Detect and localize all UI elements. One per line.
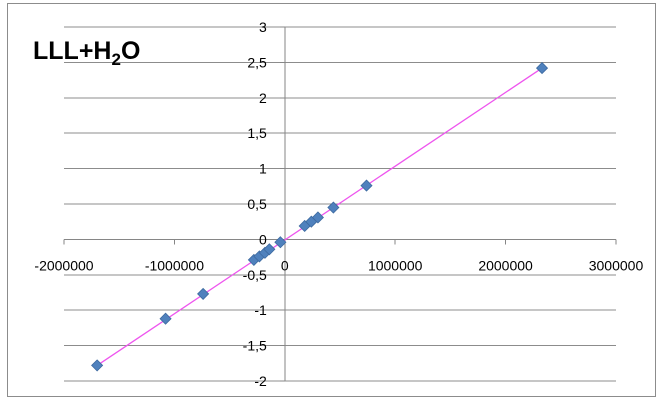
data-point xyxy=(327,201,340,214)
x-tick-label: 0 xyxy=(281,257,289,273)
x-tick-label: -2000000 xyxy=(34,257,93,273)
x-tick-label: 1000000 xyxy=(368,257,423,273)
data-point xyxy=(535,61,549,75)
gridlines xyxy=(64,26,616,382)
data-points xyxy=(91,61,549,372)
y-tick-label: 1,5 xyxy=(247,125,267,141)
y-tick-label: 0,5 xyxy=(247,196,267,212)
chart-title-main: LLL+H xyxy=(33,37,111,65)
data-point xyxy=(197,287,210,300)
data-point xyxy=(263,243,276,256)
axes xyxy=(63,26,617,382)
x-tick-label: 2000000 xyxy=(478,257,533,273)
y-tick-label: 2,5 xyxy=(247,54,267,70)
chart-area xyxy=(7,3,656,397)
y-tick-label: 0 xyxy=(259,231,267,247)
y-tick-label: 3 xyxy=(259,19,267,35)
data-point xyxy=(274,236,287,249)
y-tick-label: -1,5 xyxy=(243,338,267,354)
data-point xyxy=(360,179,373,192)
data-point xyxy=(159,312,172,325)
y-tick-label: -1 xyxy=(254,302,267,318)
x-tick-label: -1000000 xyxy=(145,257,204,273)
y-tick-label: -0,5 xyxy=(243,267,267,283)
y-tick-label: -2 xyxy=(254,373,267,389)
data-point xyxy=(311,211,324,224)
x-tick-label: 3000000 xyxy=(589,257,644,273)
tick-labels: -2000000 -1000000 0 1000000 2000000 3000000 -2… xyxy=(34,19,643,389)
y-tick-label: 2 xyxy=(259,90,267,106)
chart-title: LLL+H2O xyxy=(33,37,140,69)
chart-title-subscript: 2 xyxy=(111,50,120,69)
data-point xyxy=(91,359,104,372)
y-tick-label: 1 xyxy=(259,161,267,177)
chart-title-suffix: O xyxy=(121,37,140,65)
